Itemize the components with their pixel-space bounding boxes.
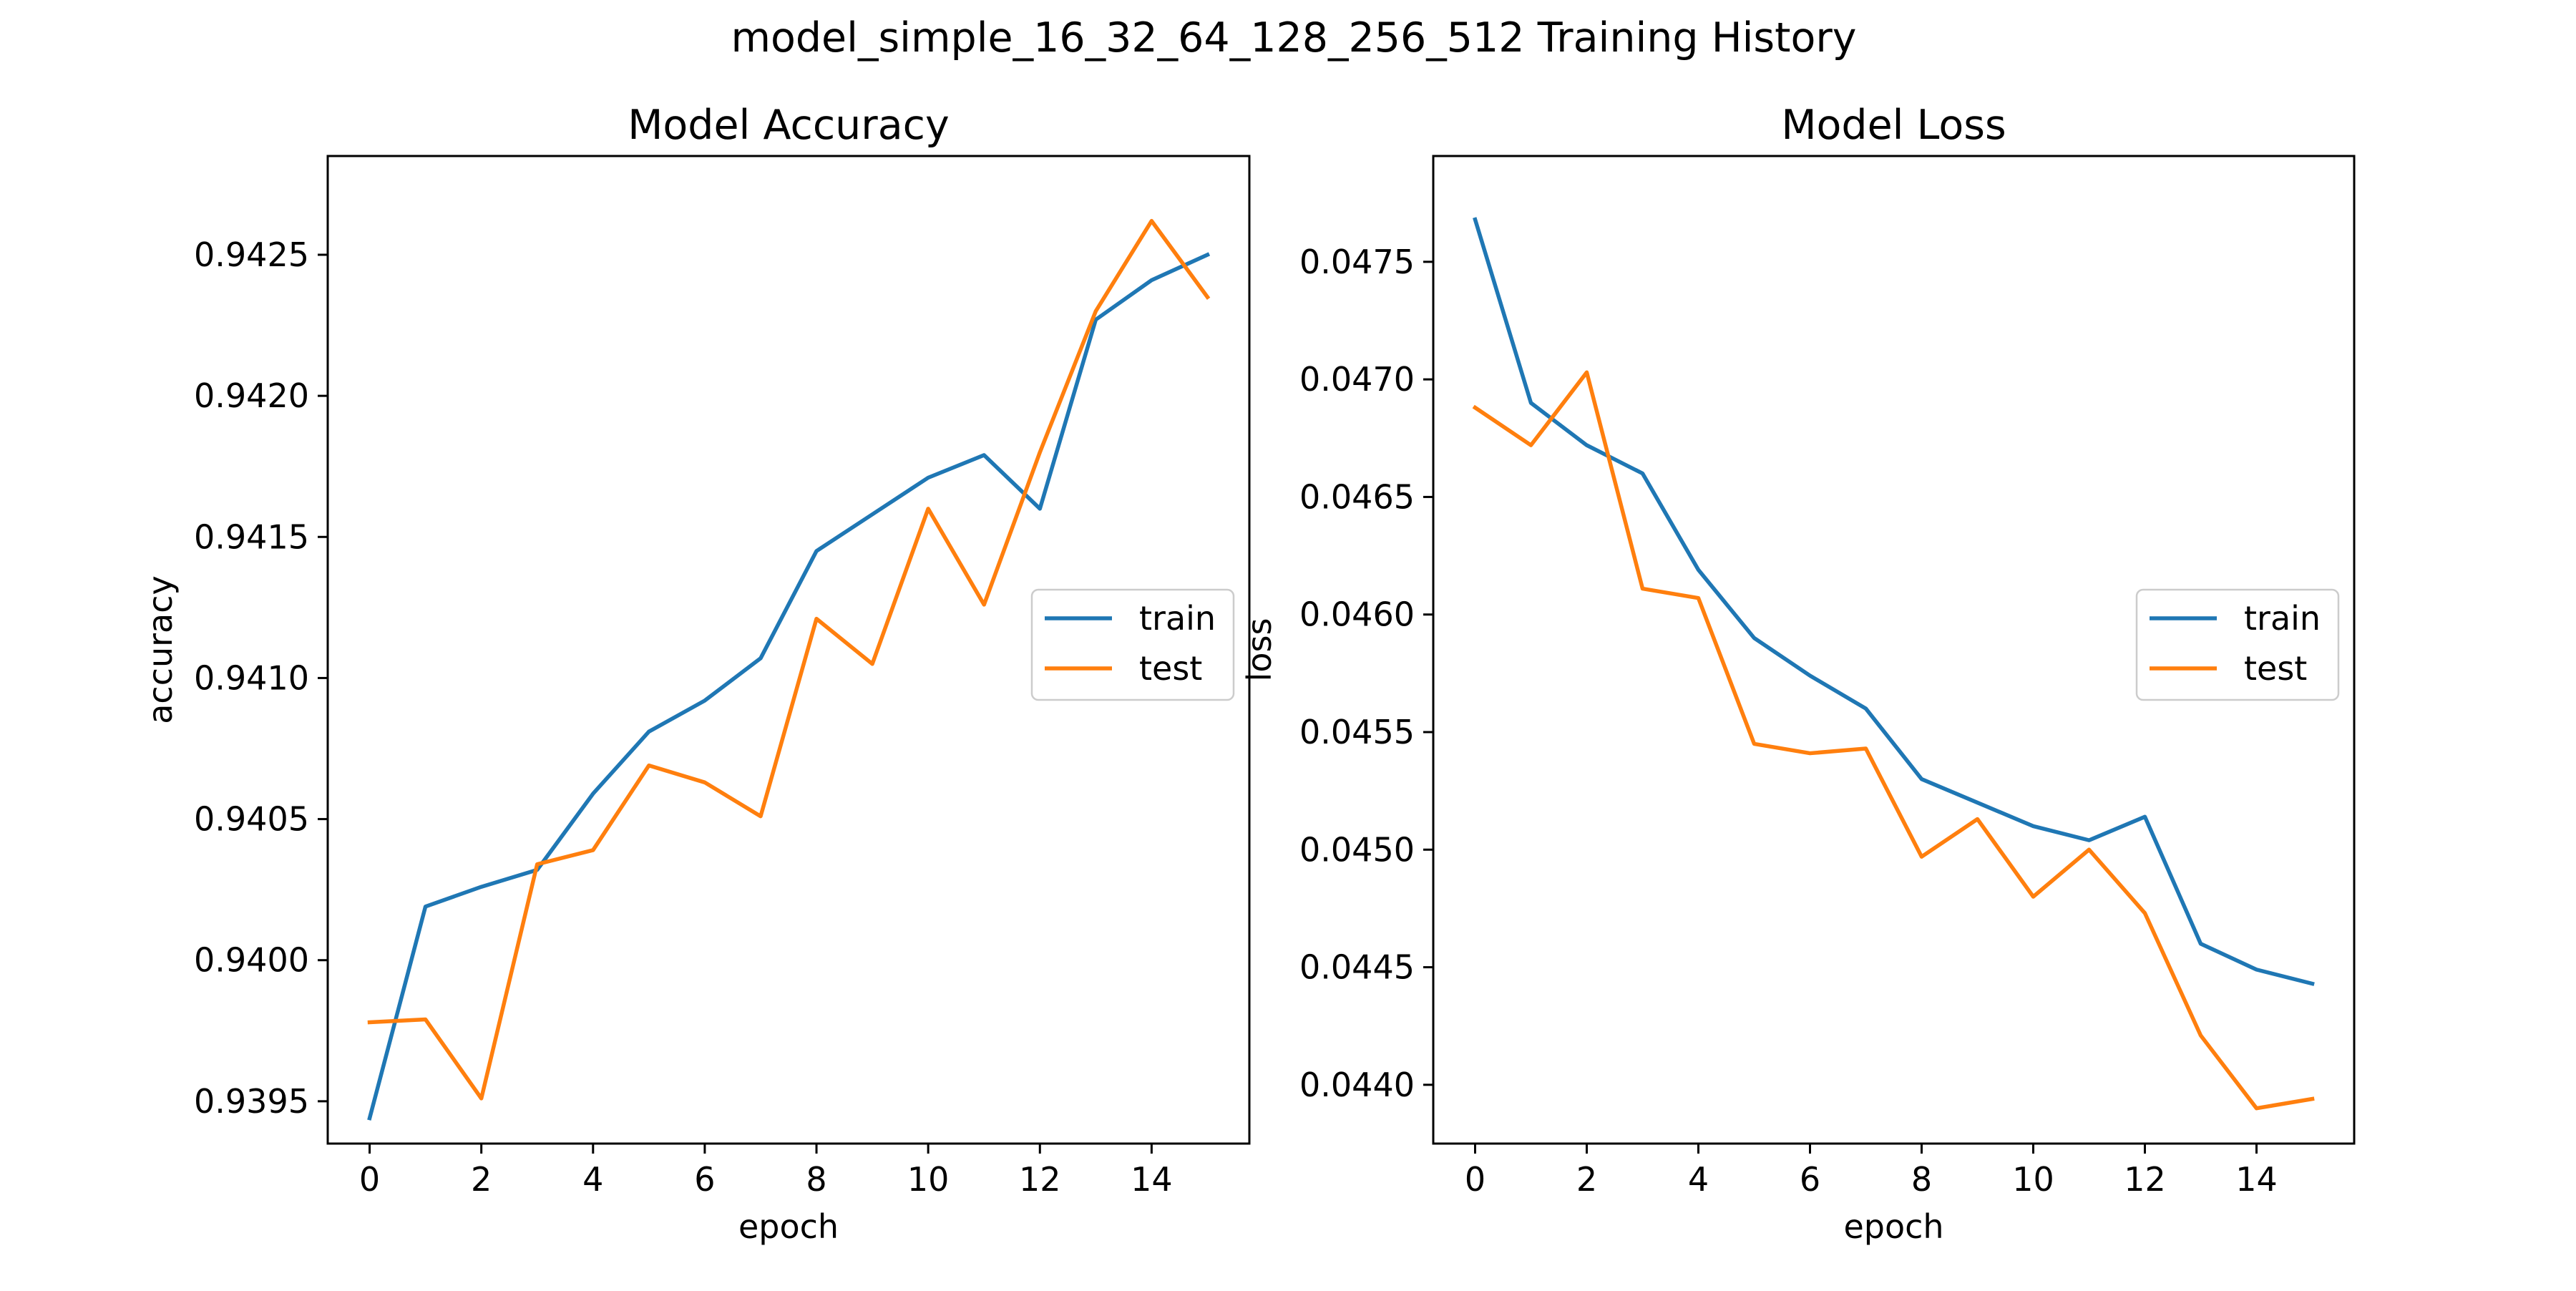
model-loss-ytick-label: 0.0450 [1299,830,1415,869]
model-accuracy-ylabel: accuracy [141,575,180,724]
model-accuracy-xtick-label: 2 [471,1160,492,1199]
model-accuracy-ytick-label: 0.9405 [194,800,309,839]
model-accuracy-plot-frame [326,155,1251,1145]
model-loss-xtick-label: 4 [1688,1160,1709,1199]
model-loss-xtick-label: 0 [1465,1160,1485,1199]
model-accuracy-xtick-label: 12 [1019,1160,1061,1199]
model-accuracy-ytick-label: 0.9420 [194,376,309,415]
model-loss-xtick-label: 10 [2012,1160,2054,1199]
model-accuracy-series-test [367,218,1211,1101]
model-loss-plot-frame [1432,155,2356,1145]
model-accuracy-xtick-label: 10 [907,1160,950,1199]
model-loss-ytick-label: 0.0470 [1299,360,1415,399]
model-accuracy-ytick-label: 0.9410 [194,658,309,697]
model-loss-chart: Model Loss 0 2 4 6 8 10 12 14 0.0440 0.0445 0.0450 0… [1240,102,2356,1246]
model-accuracy-legend-label-train: train [1139,599,1216,638]
model-loss-ytick-label: 0.0465 [1299,477,1415,516]
model-accuracy-xtick-label: 14 [1131,1160,1173,1199]
model-loss-ytick-label: 0.0460 [1299,595,1415,634]
chart-panels: Model Accuracy 0 2 4 6 8 10 12 14 0.9395 0.9400 0.9… [141,102,2356,1246]
model-loss-ylabel: loss [1240,618,1279,682]
model-accuracy-xtick-label: 6 [694,1160,715,1199]
model-loss-xtick-label: 2 [1576,1160,1597,1199]
model-accuracy-series-train [367,252,1211,1121]
model-loss-xtick-label: 8 [1911,1160,1932,1199]
model-loss-ytick-label: 0.0475 [1299,243,1415,281]
model-accuracy-xtick-label: 4 [582,1160,603,1199]
model-accuracy-legend-label-test: test [1139,649,1202,688]
model-accuracy-ytick-label: 0.9425 [194,235,309,274]
model-loss-xtick-label: 14 [2235,1160,2278,1199]
model-accuracy-legend: train test [1030,588,1235,701]
figure-title: model_simple_16_32_64_128_256_512 Traini… [731,14,1856,62]
model-accuracy-chart: Model Accuracy 0 2 4 6 8 10 12 14 0.9395 0.9400 0.9… [141,102,1251,1246]
model-loss-ytick-label: 0.0455 [1299,713,1415,751]
model-accuracy-ytick-label: 0.9415 [194,517,309,556]
model-loss-xlabel: epoch [1843,1207,1943,1246]
model-loss-ytick-label: 0.0445 [1299,948,1415,987]
model-loss-xtick-label: 6 [1800,1160,1820,1199]
model-loss-legend: train test [2135,588,2340,701]
model-loss-xtick-label: 12 [2124,1160,2166,1199]
model-loss-ytick-label: 0.0440 [1299,1066,1415,1104]
model-accuracy-xlabel: epoch [738,1207,839,1246]
model-loss-series-test [1472,370,2315,1111]
model-accuracy-title: Model Accuracy [628,102,950,149]
model-accuracy-xtick-label: 0 [359,1160,380,1199]
model-accuracy-xtick-label: 8 [806,1160,826,1199]
model-loss-title: Model Loss [1781,102,2006,149]
model-accuracy-ytick-label: 0.9395 [194,1082,309,1121]
model-accuracy-ytick-label: 0.9400 [194,941,309,980]
model-loss-series-train [1473,217,2315,986]
model-loss-legend-label-train: train [2244,599,2321,638]
model-loss-legend-label-test: test [2244,649,2307,688]
